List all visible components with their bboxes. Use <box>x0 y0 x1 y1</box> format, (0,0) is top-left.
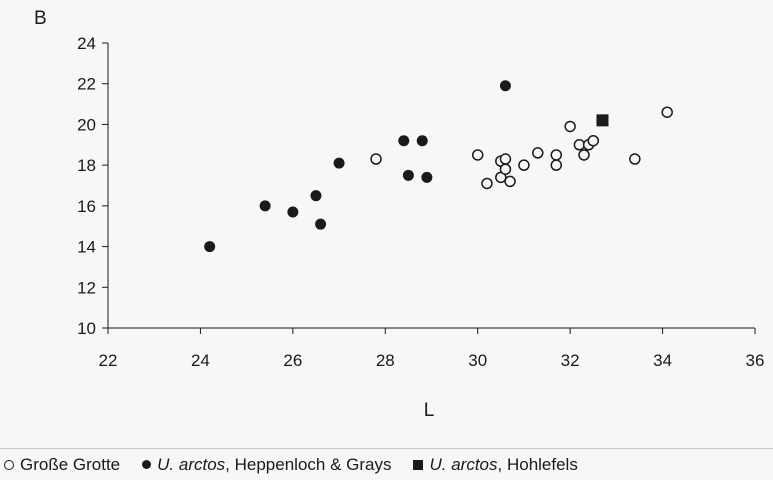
data-point-open-circle <box>499 153 512 165</box>
data-point-filled-circle <box>499 80 511 92</box>
y-tick-label: 18 <box>77 156 96 175</box>
data-point-filled-circle <box>421 171 433 183</box>
data-point-open-circle <box>550 159 563 171</box>
data-point-open-circle <box>578 149 590 161</box>
open-circle-marker-icon <box>4 459 14 470</box>
legend-item-heppenloch-grays: U. arctos, Heppenloch & Grays <box>142 455 391 475</box>
data-point-open-circle <box>661 106 673 118</box>
filled-square-marker-icon <box>413 459 424 470</box>
data-point-open-circle <box>471 149 484 161</box>
y-tick-label: 24 <box>77 34 96 53</box>
data-point-filled-circle <box>315 218 327 230</box>
legend-item-grosse-grotte: Große Grotte <box>4 455 120 475</box>
data-point-filled-circle <box>398 135 410 147</box>
scatter-chart: B L 10 12 14 16 18 20 22 24 22 24 26 28 30 32 34 36 <box>34 8 764 421</box>
y-tick-label: 22 <box>77 75 96 94</box>
data-point-filled-circle <box>402 169 414 181</box>
filled-circle-marker-icon <box>142 460 152 469</box>
x-tick-label: 34 <box>653 351 672 370</box>
data-point-open-circle <box>518 159 530 171</box>
data-point-filled-circle <box>287 206 299 218</box>
data-point-filled-circle <box>310 190 322 202</box>
x-tick-label: 22 <box>99 351 118 370</box>
data-point-open-circle <box>532 147 544 159</box>
data-point-open-circle <box>499 163 512 175</box>
y-tick-label: 10 <box>77 319 96 338</box>
data-point-open-circle <box>370 153 382 165</box>
legend-item-hohlefels: U. arctos, Hohlefels <box>413 454 578 475</box>
axes: 10 12 14 16 18 20 22 24 22 24 26 28 30 32 34 36 <box>77 34 764 370</box>
data-point-filled-circle <box>333 157 345 169</box>
legend-label: U. arctos, Heppenloch & Grays <box>157 454 392 474</box>
x-tick-label: 32 <box>561 351 580 370</box>
data-point-open-circle <box>564 120 576 133</box>
y-tick-label: 12 <box>77 278 96 297</box>
x-tick-label: 26 <box>283 351 302 370</box>
legend-label: Große Grotte <box>20 454 121 474</box>
data-point-open-circle <box>481 177 493 190</box>
data-point-open-circle <box>587 134 599 147</box>
data-point-filled-square <box>596 114 609 127</box>
x-axis-title: L <box>424 400 435 421</box>
data-point-open-circle <box>629 153 641 165</box>
y-axis-title: B <box>34 8 47 29</box>
x-tick-label: 28 <box>376 351 395 370</box>
data-point-open-circle <box>550 149 563 161</box>
x-tick-label: 30 <box>468 351 487 370</box>
legend-label: U. arctos, Hohlefels <box>429 454 578 474</box>
data-point-open-circle <box>504 175 516 188</box>
y-tick-label: 20 <box>77 115 96 134</box>
data-point-filled-circle <box>416 135 428 147</box>
data-point-filled-circle <box>204 241 216 253</box>
data-point-filled-circle <box>259 200 271 212</box>
x-tick-label: 36 <box>746 351 765 370</box>
legend: Große Grotte U. arctos, Heppenloch & Gra… <box>0 448 773 480</box>
y-tick-label: 14 <box>77 238 96 257</box>
y-tick-label: 16 <box>77 197 96 216</box>
data-points <box>204 80 673 253</box>
x-tick-label: 24 <box>191 351 210 370</box>
